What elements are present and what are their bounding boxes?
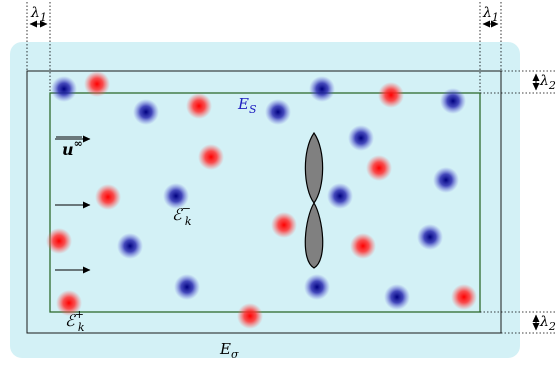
red-vortex [95,184,121,210]
red-vortex [378,82,404,108]
red-vortex [46,228,72,254]
blue-vortex [309,76,335,102]
red-vortex [237,303,263,329]
blue-vortex [348,125,374,151]
label-eps-plus: ℰ+ k [65,308,85,334]
svg-text:u∞: u∞ [62,137,83,159]
red-vortex [198,144,224,170]
label-lambda1-left: λ1 [30,5,47,24]
label-u-infinity: u∞ [56,136,83,159]
blue-vortex [133,99,159,125]
label-lambda1-right: λ1 [482,5,499,24]
label-lambda2-top: λ2 [539,73,556,92]
label-lambda2-bottom: λ2 [539,314,556,333]
blue-vortex [51,76,77,102]
blue-vortex [163,183,189,209]
airfoil-shape [304,131,324,269]
blue-vortex [117,233,143,259]
red-vortex [84,71,110,97]
dimension-arrows [29,20,540,331]
blue-vortex [304,274,330,300]
red-vortex [451,284,477,310]
red-vortex [350,233,376,259]
red-vortex [366,155,392,181]
label-eps-minus: ℰ− k [172,202,192,228]
outer-domain-rect [26,70,502,334]
red-vortex [271,212,297,238]
blue-vortex [384,284,410,310]
label-e-sigma: Eσ [219,340,239,361]
blue-vortex [327,183,353,209]
red-vortex [186,93,212,119]
blue-vortex [265,99,291,125]
blue-vortex [417,224,443,250]
red-vortex [56,290,82,316]
flow-arrows [55,135,91,274]
blue-vortex [433,167,459,193]
blue-vortex [174,274,200,300]
label-e-s: ES [237,95,257,116]
inner-domain-rect [49,92,481,313]
vortex-layer [46,71,477,329]
dimension-guides [26,2,556,334]
blue-vortex [440,88,466,114]
